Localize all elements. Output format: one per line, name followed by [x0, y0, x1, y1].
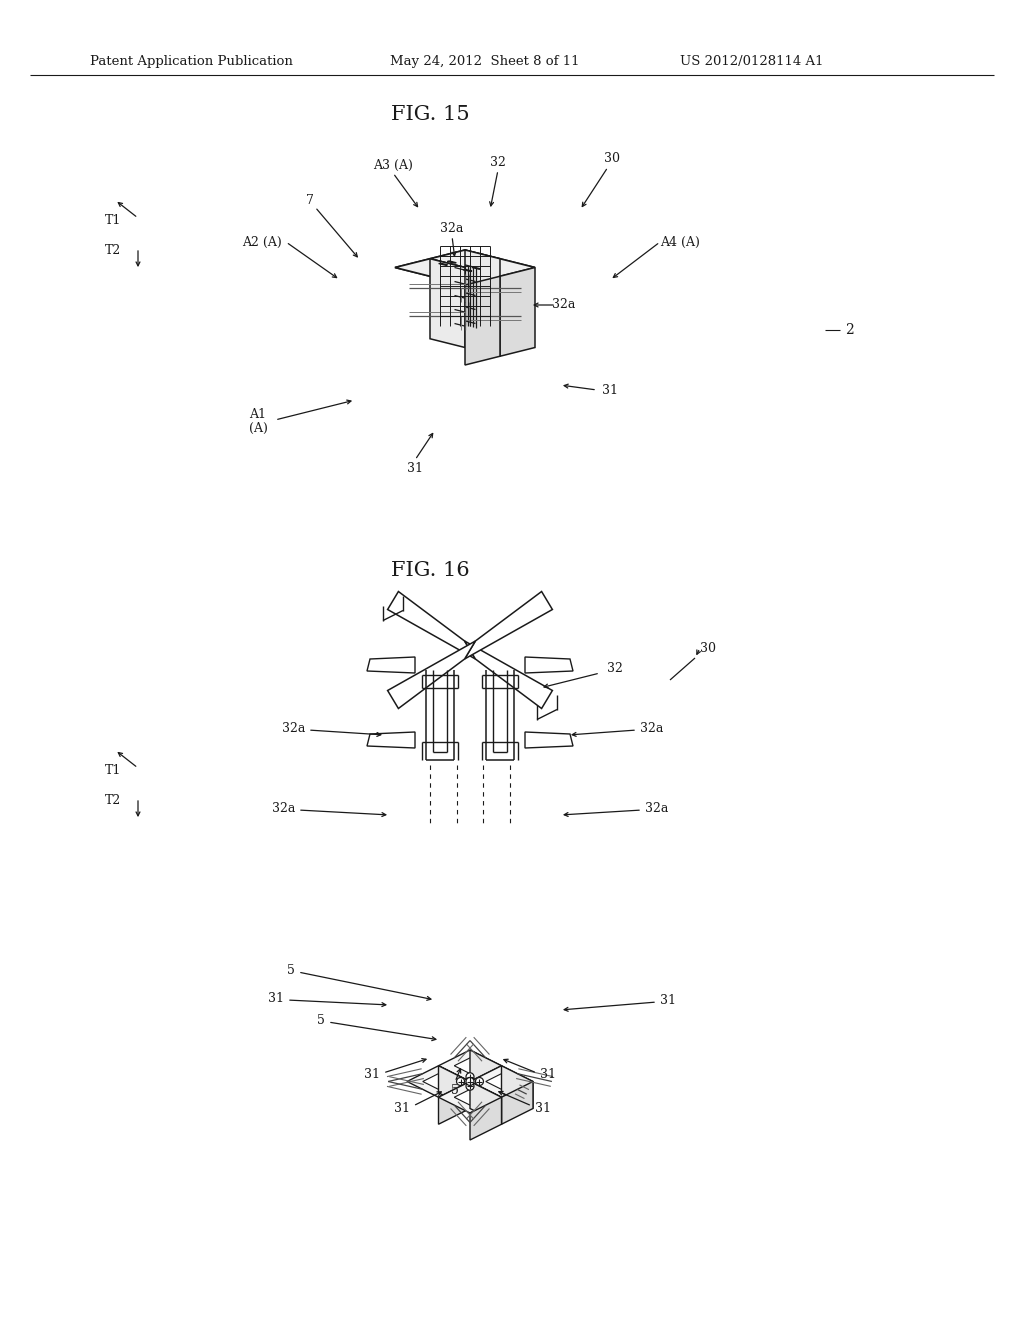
Text: 32a: 32a	[440, 222, 464, 235]
Polygon shape	[470, 1049, 502, 1093]
Circle shape	[466, 1073, 474, 1081]
Polygon shape	[447, 261, 457, 263]
Circle shape	[466, 1082, 474, 1090]
Text: 32a: 32a	[271, 801, 295, 814]
Polygon shape	[438, 1081, 470, 1125]
Polygon shape	[430, 268, 500, 285]
Polygon shape	[455, 1057, 485, 1073]
Text: Patent Application Publication: Patent Application Publication	[90, 55, 293, 69]
Polygon shape	[438, 1049, 502, 1081]
Text: 31: 31	[660, 994, 676, 1006]
Polygon shape	[465, 249, 500, 339]
Circle shape	[466, 1077, 474, 1085]
Text: 31: 31	[407, 462, 423, 474]
Text: 32a: 32a	[645, 801, 669, 814]
Text: 5: 5	[451, 1084, 459, 1097]
Text: 31: 31	[394, 1101, 410, 1114]
Polygon shape	[470, 1081, 502, 1125]
Text: 5: 5	[287, 964, 295, 977]
Polygon shape	[395, 259, 465, 276]
Polygon shape	[438, 1081, 502, 1113]
Polygon shape	[500, 268, 535, 356]
Text: A1: A1	[250, 408, 266, 421]
Polygon shape	[438, 263, 447, 265]
Text: 32: 32	[490, 156, 506, 169]
Polygon shape	[525, 657, 573, 673]
Text: 32a: 32a	[640, 722, 664, 734]
Polygon shape	[470, 1065, 502, 1109]
Polygon shape	[470, 1065, 534, 1097]
Polygon shape	[367, 657, 415, 673]
Polygon shape	[463, 269, 472, 272]
Text: FIG. 16: FIG. 16	[391, 561, 469, 579]
Text: A4 (A): A4 (A)	[660, 235, 700, 248]
Polygon shape	[502, 1081, 534, 1125]
Polygon shape	[485, 1073, 517, 1089]
Text: T2: T2	[105, 793, 121, 807]
Polygon shape	[465, 642, 552, 709]
Polygon shape	[407, 1065, 470, 1097]
Polygon shape	[455, 1089, 485, 1105]
Text: T1: T1	[105, 763, 122, 776]
Polygon shape	[438, 1065, 470, 1109]
Polygon shape	[430, 268, 500, 285]
Polygon shape	[367, 733, 415, 748]
Polygon shape	[465, 259, 535, 276]
Text: 31: 31	[268, 991, 284, 1005]
Polygon shape	[430, 249, 500, 268]
Polygon shape	[388, 642, 475, 709]
Polygon shape	[430, 249, 500, 268]
Text: 32: 32	[607, 661, 623, 675]
Text: 31: 31	[535, 1101, 551, 1114]
Text: FIG. 15: FIG. 15	[391, 106, 469, 124]
Text: T1: T1	[105, 214, 122, 227]
Text: 32a: 32a	[282, 722, 305, 734]
Text: A2 (A): A2 (A)	[242, 235, 282, 248]
Polygon shape	[423, 1073, 455, 1089]
Polygon shape	[525, 733, 573, 748]
Polygon shape	[502, 1065, 534, 1109]
Polygon shape	[395, 259, 465, 276]
Circle shape	[457, 1077, 465, 1085]
Text: 31: 31	[602, 384, 618, 396]
Text: 7: 7	[306, 194, 314, 206]
Polygon shape	[430, 259, 465, 347]
Text: 31: 31	[364, 1068, 380, 1081]
Polygon shape	[470, 1097, 502, 1140]
Text: 31: 31	[540, 1068, 556, 1081]
Polygon shape	[465, 591, 552, 659]
Text: 32a: 32a	[552, 298, 575, 312]
Text: 30: 30	[700, 642, 716, 655]
Text: 30: 30	[604, 152, 620, 165]
Text: US 2012/0128114 A1: US 2012/0128114 A1	[680, 55, 823, 69]
Text: 5: 5	[317, 1014, 325, 1027]
Text: May 24, 2012  Sheet 8 of 11: May 24, 2012 Sheet 8 of 11	[390, 55, 580, 69]
Text: T2: T2	[105, 243, 121, 256]
Text: (A): (A)	[249, 421, 267, 434]
Text: 2: 2	[845, 323, 854, 337]
Circle shape	[475, 1077, 483, 1085]
Text: A3 (A): A3 (A)	[373, 158, 413, 172]
Polygon shape	[465, 259, 535, 276]
Polygon shape	[465, 276, 500, 366]
Polygon shape	[472, 267, 480, 269]
Polygon shape	[388, 591, 475, 659]
